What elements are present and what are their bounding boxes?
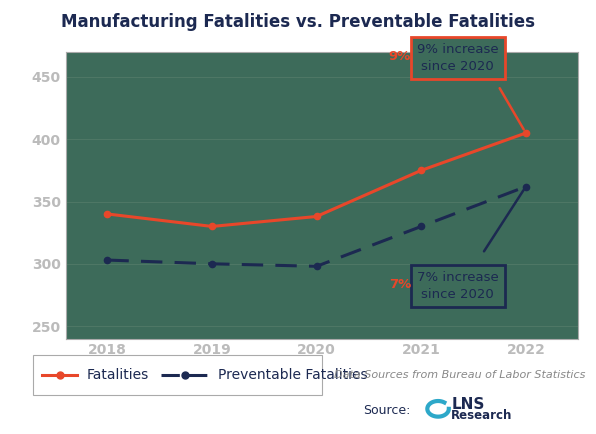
Text: 7%: 7% (389, 278, 411, 291)
Text: Preventable Fatalities: Preventable Fatalities (218, 368, 367, 382)
Text: LNS: LNS (451, 397, 485, 412)
FancyBboxPatch shape (33, 355, 322, 395)
Text: Fatalities: Fatalities (86, 368, 148, 382)
Text: Manufacturing Fatalities vs. Preventable Fatalities: Manufacturing Fatalities vs. Preventable… (61, 13, 535, 31)
Text: 7% increase
since 2020: 7% increase since 2020 (417, 271, 499, 301)
Text: Research: Research (451, 409, 513, 422)
Text: Source:: Source: (364, 404, 411, 417)
Text: 9% increase
since 2020: 9% increase since 2020 (417, 43, 499, 73)
Text: 9%: 9% (389, 49, 411, 62)
Text: Data Sources from Bureau of Labor Statistics: Data Sources from Bureau of Labor Statis… (334, 370, 585, 381)
